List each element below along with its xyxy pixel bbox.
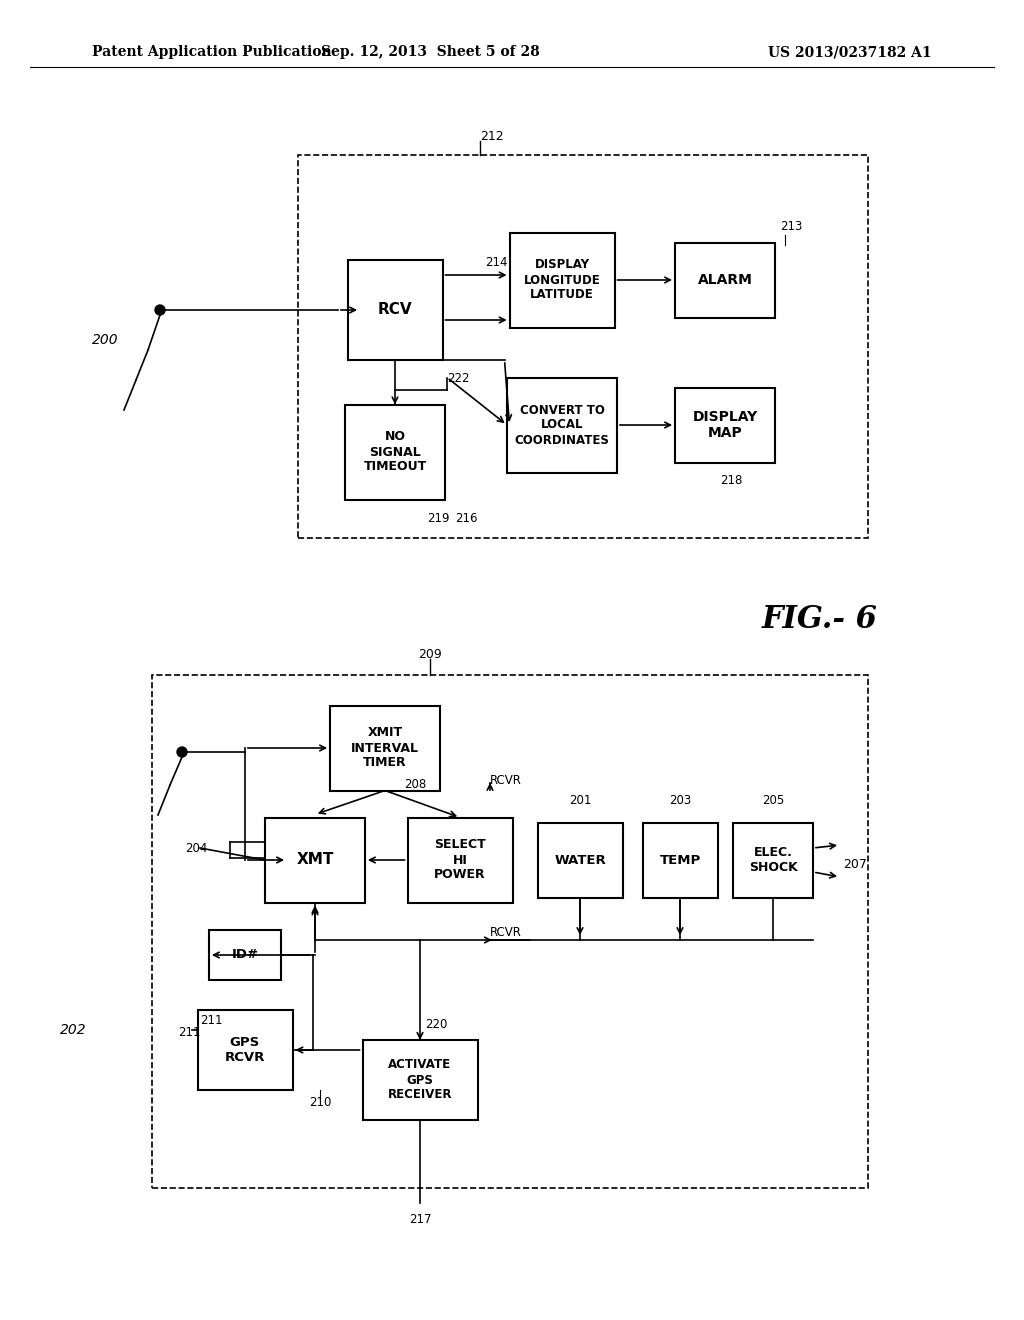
Text: ELEC.
SHOCK: ELEC. SHOCK [749,846,798,874]
Text: 202: 202 [60,1023,87,1038]
Text: TEMP: TEMP [659,854,700,866]
Bar [733,822,813,898]
Bar [152,675,868,1188]
Text: Sep. 12, 2013  Sheet 5 of 28: Sep. 12, 2013 Sheet 5 of 28 [321,45,540,59]
Text: 211: 211 [178,1027,201,1040]
Text: 220: 220 [425,1019,447,1031]
Text: 203: 203 [669,795,691,808]
Bar [408,817,512,903]
Text: 222: 222 [447,371,469,384]
Bar [347,260,442,360]
Text: 214: 214 [485,256,508,268]
Text: US 2013/0237182 A1: US 2013/0237182 A1 [768,45,932,59]
Circle shape [177,747,187,756]
Text: XMT: XMT [296,853,334,867]
Text: WATER: WATER [554,854,606,866]
Text: DISPLAY
MAP: DISPLAY MAP [692,411,758,440]
Text: SELECT
HI
POWER: SELECT HI POWER [434,838,485,882]
Bar [675,243,775,318]
Text: 209: 209 [418,648,442,661]
Text: 218: 218 [720,474,742,487]
Bar [209,931,281,979]
Text: GPS
RCVR: GPS RCVR [225,1036,265,1064]
Text: Patent Application Publication: Patent Application Publication [92,45,332,59]
Circle shape [155,305,165,315]
Text: RCVR: RCVR [490,774,522,787]
Text: 213: 213 [780,219,803,232]
Bar [265,817,365,903]
Bar [198,1010,293,1090]
Text: 204: 204 [185,842,208,854]
Text: 210: 210 [309,1096,331,1109]
Text: FIG.- 6: FIG.- 6 [762,605,878,635]
Bar [675,388,775,462]
Text: 217: 217 [409,1213,431,1226]
Text: RCVR: RCVR [490,925,522,939]
Bar [345,404,445,499]
Bar [298,154,868,539]
Bar [362,1040,477,1119]
Text: ACTIVATE
GPS
RECEIVER: ACTIVATE GPS RECEIVER [388,1059,453,1101]
Text: 208: 208 [403,779,426,792]
Text: XMIT
INTERVAL
TIMER: XMIT INTERVAL TIMER [351,726,419,770]
Text: 207: 207 [843,858,867,871]
Text: 219: 219 [427,511,450,524]
Bar [642,822,718,898]
Text: ID#: ID# [231,949,258,961]
Text: CONVERT TO
LOCAL
COORDINATES: CONVERT TO LOCAL COORDINATES [515,404,609,446]
Text: NO
SIGNAL
TIMEOUT: NO SIGNAL TIMEOUT [364,430,427,474]
Text: 212: 212 [480,131,504,144]
Bar [507,378,617,473]
Text: 200: 200 [92,333,119,347]
Text: ALARM: ALARM [697,273,753,286]
Bar [330,705,440,791]
Text: 201: 201 [568,795,591,808]
Text: RCV: RCV [378,302,413,318]
Bar [510,232,614,327]
Text: 205: 205 [762,795,784,808]
Text: DISPLAY
LONGITUDE
LATITUDE: DISPLAY LONGITUDE LATITUDE [523,259,600,301]
Text: 211: 211 [200,1014,222,1027]
Text: 216: 216 [455,511,477,524]
Bar [538,822,623,898]
